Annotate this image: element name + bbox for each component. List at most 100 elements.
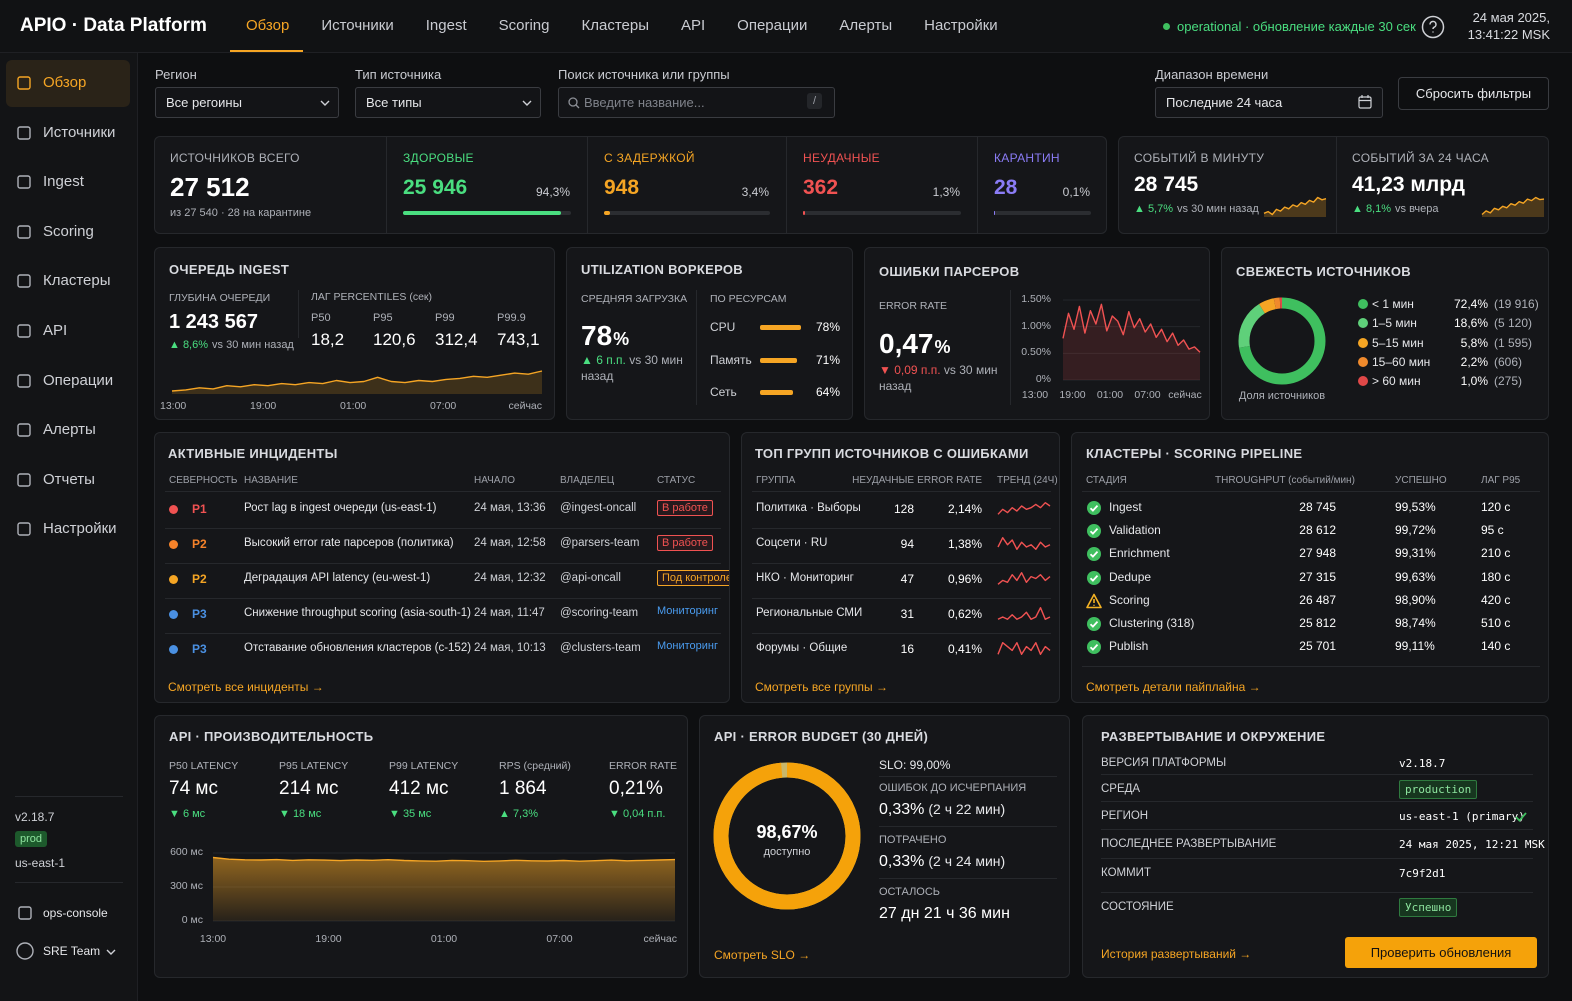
sidebar-label: Обзор bbox=[43, 74, 87, 91]
sidebar-item[interactable]: API bbox=[6, 308, 130, 355]
filter-input[interactable]: Все типы bbox=[355, 87, 541, 118]
budget-label: ПОТРАЧЕНО bbox=[879, 834, 947, 846]
nav-tab[interactable]: Ingest bbox=[425, 17, 467, 34]
link[interactable]: Смотреть SLO → bbox=[714, 948, 811, 962]
pct-value: 312,4 bbox=[435, 330, 478, 349]
team[interactable]: SRE Team bbox=[43, 944, 101, 958]
ingest-panel: ОЧЕРЕДЬ INGEST ГЛУБИНА ОЧЕРЕДИ 1 243 567 ▲ … bbox=[154, 247, 555, 420]
rate-value: 0,47 bbox=[879, 328, 934, 359]
severity-dot bbox=[169, 540, 178, 549]
search-placeholder: Введите название... bbox=[584, 95, 705, 110]
kpi-share: 3,4% bbox=[741, 185, 769, 199]
icon-check bbox=[1089, 528, 1099, 536]
sidebar-label: Scoring bbox=[43, 222, 94, 240]
incident-name[interactable]: Деградация API latency (eu-west-1) bbox=[244, 572, 431, 584]
throughput: 28 745 bbox=[1299, 500, 1336, 514]
icon-circle bbox=[1087, 617, 1101, 631]
x-tick-label: 07:00 bbox=[546, 933, 573, 945]
update-button[interactable]: Проверить обновления bbox=[1345, 937, 1537, 968]
incident-name[interactable]: Снижение throughput scoring (asia-south-… bbox=[244, 607, 471, 619]
nav-tab[interactable]: Scoring bbox=[498, 17, 550, 34]
resource-bar bbox=[760, 325, 801, 330]
resource-bar bbox=[760, 390, 794, 395]
x-tick-label: сейчас bbox=[643, 933, 677, 945]
group-name: Политика · Выборы bbox=[756, 502, 861, 514]
divider bbox=[752, 491, 1051, 492]
deploy-label: КОММИТ bbox=[1101, 867, 1151, 879]
deploy-label: СОСТОЯНИЕ bbox=[1101, 901, 1174, 913]
link[interactable]: Смотреть детали пайплайна → bbox=[1086, 680, 1261, 694]
icon-circle bbox=[1087, 570, 1101, 585]
icon bbox=[18, 906, 32, 920]
sidebar-item[interactable]: Операции bbox=[6, 358, 130, 405]
filter-input[interactable]: Последние 24 часа bbox=[1155, 87, 1383, 118]
filter-input[interactable]: Все регоины bbox=[155, 87, 339, 118]
budget-amount: 0,33% bbox=[879, 853, 925, 870]
legend-share: 5,8% bbox=[1460, 335, 1488, 350]
legend-dot bbox=[1358, 356, 1368, 367]
x-tick-label: 13:00 bbox=[1021, 389, 1049, 401]
search-icon bbox=[568, 97, 580, 109]
pct-name: P99.9 bbox=[497, 312, 526, 324]
legend-name: < 1 мин bbox=[1372, 297, 1414, 311]
filter-value: Все регоины bbox=[166, 95, 242, 110]
icon-circle bbox=[1087, 547, 1101, 562]
incident-name[interactable]: Отставание обновления кластеров (c-152) bbox=[244, 642, 472, 654]
nav-tab[interactable]: API bbox=[680, 17, 706, 34]
deploy-label: РЕГИОН bbox=[1101, 810, 1149, 822]
sidebar-item[interactable]: Ingest bbox=[6, 159, 130, 206]
pct-value: 743,1 bbox=[497, 330, 540, 349]
icon-box bbox=[17, 324, 31, 338]
link[interactable]: Смотреть все группы → bbox=[755, 680, 888, 694]
y-tick-label: 0% bbox=[1035, 373, 1051, 385]
nav-tab[interactable]: Источники bbox=[321, 17, 394, 34]
sidebar-item[interactable]: Кластеры bbox=[6, 258, 130, 305]
nav-tab[interactable]: Кластеры bbox=[581, 17, 649, 34]
throughput: 25 812 bbox=[1299, 616, 1336, 630]
sidebar-item[interactable]: Настройки bbox=[6, 506, 130, 553]
metric-delta: ▲ 7,3% bbox=[499, 808, 539, 820]
incident-name[interactable]: Рост lag в ingest очереди (us-east-1) bbox=[244, 502, 437, 514]
kpi-label: ЗДОРОВЫЕ bbox=[403, 151, 474, 165]
status-dot bbox=[1163, 23, 1170, 30]
icon-check bbox=[1089, 574, 1099, 582]
delta: ▲ 8,1% bbox=[1352, 203, 1392, 215]
resource-name: Память bbox=[710, 352, 752, 367]
budget-donut bbox=[713, 762, 861, 910]
sidebar-item[interactable]: Источники bbox=[6, 110, 130, 157]
incident-name[interactable]: Высокий error rate парсеров (политика) bbox=[244, 537, 454, 549]
filter-label: Регион bbox=[155, 67, 197, 82]
console[interactable]: ops-console bbox=[43, 906, 108, 920]
legend-count: (606) bbox=[1494, 354, 1523, 369]
nav-tab[interactable]: Операции bbox=[737, 17, 808, 34]
sparkline bbox=[1481, 196, 1545, 217]
sidebar-item[interactable]: Scoring bbox=[6, 209, 130, 256]
delta-note: vs 30 мин назад bbox=[581, 353, 683, 383]
severity: P1 bbox=[192, 502, 207, 516]
kpi-rate-panel: СОБЫТИЙ В МИНУТУ 28 745 ▲ 5,7% vs 30 мин на… bbox=[1118, 136, 1549, 234]
sidebar-item[interactable]: Алерты bbox=[6, 407, 130, 454]
sidebar-label: Операции bbox=[43, 371, 114, 389]
sidebar-item[interactable]: Обзор bbox=[6, 60, 130, 107]
line bbox=[997, 537, 1051, 551]
groups-panel: ТОП ГРУПП ИСТОЧНИКОВ С ОШИБКАМИ ГРУППА НЕУ… bbox=[741, 432, 1060, 703]
sidebar-item[interactable]: Отчеты bbox=[6, 457, 130, 504]
delta-note: vs вчера bbox=[1395, 203, 1439, 215]
filter-input[interactable]: Введите название... / bbox=[558, 87, 835, 118]
stage: Ingest bbox=[1109, 500, 1142, 514]
metric-value: 1 864 bbox=[499, 778, 547, 799]
reset-button[interactable]: Сбросить фильтры bbox=[1398, 77, 1549, 110]
stage: Enrichment bbox=[1109, 546, 1170, 561]
nav-tab[interactable]: Обзор bbox=[230, 0, 304, 52]
kpi-value: 28 745 bbox=[1134, 173, 1199, 196]
link[interactable]: Смотреть все инциденты → bbox=[168, 680, 324, 694]
icon-triangle bbox=[1086, 593, 1102, 609]
kpi-label: КАРАНТИН bbox=[994, 151, 1060, 165]
column-header: УСПЕШНО bbox=[1395, 475, 1447, 486]
incidents-panel: АКТИВНЫЕ ИНЦИДЕНТЫ СЕВЕРНОСТЬ НАЗВАНИЕ НАЧА… bbox=[154, 432, 730, 703]
lag: 210 с bbox=[1481, 546, 1511, 561]
link[interactable]: История развертываний → bbox=[1101, 947, 1252, 961]
success: 99,63% bbox=[1395, 569, 1436, 584]
nav-tab[interactable]: Настройки bbox=[924, 17, 998, 34]
nav-tab[interactable]: Алерты bbox=[839, 17, 893, 34]
